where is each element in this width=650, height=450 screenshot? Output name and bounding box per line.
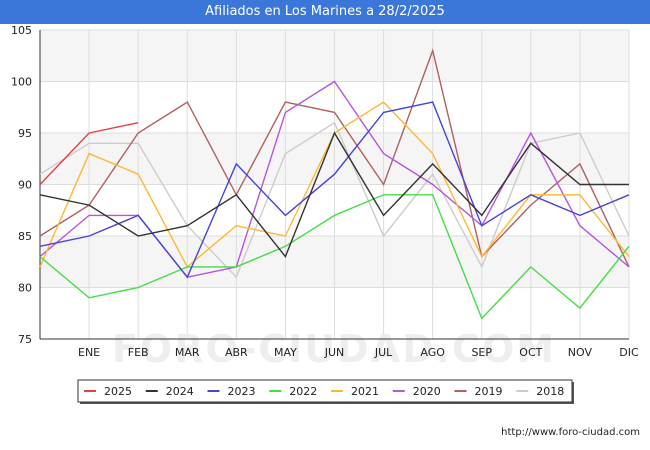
legend-label-2020: 2020 — [413, 385, 441, 398]
x-tick-label: ENE — [78, 346, 100, 359]
legend-box — [77, 379, 573, 403]
x-tick-label: NOV — [568, 346, 593, 359]
series-line-2023 — [39, 101, 630, 279]
y-tick-label: 95 — [18, 127, 32, 140]
series-line-2024 — [39, 131, 629, 258]
y-tick-labels: 75 80 85 90 95 100 105 — [11, 24, 32, 346]
y-tick-label: 105 — [11, 24, 32, 37]
series-line-2022 — [39, 194, 630, 320]
y-tick-label: 100 — [11, 76, 32, 89]
legend-label-2018: 2018 — [536, 385, 564, 398]
x-tick-label: MAY — [274, 346, 297, 359]
y-tick-label: 90 — [18, 179, 32, 192]
x-tick-label: JUN — [324, 346, 345, 359]
x-tick-label: ABR — [225, 346, 248, 359]
legend-label-2024: 2024 — [166, 385, 194, 398]
series-line-2025 — [39, 122, 139, 185]
x-tick-label: JUL — [374, 346, 393, 359]
x-tick-label: DIC — [619, 346, 639, 359]
y-tick-label: 80 — [18, 282, 32, 295]
x-tick-labels: ENE FEB MAR ABR MAY JUN JUL AGO SEP OCT NOV DIC — [78, 346, 639, 359]
legend-label-2023: 2023 — [228, 385, 256, 398]
footer-url[interactable]: http://www.foro-ciudad.com — [501, 427, 640, 438]
legend-label-2025: 2025 — [104, 385, 132, 398]
chart-title: Afiliados en Los Marines a 28/2/2025 — [0, 0, 650, 24]
legend-label-2019: 2019 — [475, 385, 503, 398]
x-tick-label: SEP — [471, 346, 492, 359]
legend: 2025 2024 2023 2022 2021 2020 2019 2018 — [77, 379, 574, 404]
y-tick-label: 75 — [18, 333, 32, 346]
x-tick-label: MAR — [175, 346, 200, 359]
x-tick-label: AGO — [420, 346, 445, 359]
x-tick-label: FEB — [128, 346, 149, 359]
series-line-2019 — [39, 48, 630, 268]
watermark: FORO-CIUDAD.COM — [112, 327, 556, 371]
legend-label-2021: 2021 — [351, 385, 379, 398]
y-tick-label: 85 — [18, 230, 32, 243]
x-tick-label: OCT — [519, 346, 542, 359]
legend-label-2022: 2022 — [289, 385, 317, 398]
series-lines — [39, 48, 630, 320]
